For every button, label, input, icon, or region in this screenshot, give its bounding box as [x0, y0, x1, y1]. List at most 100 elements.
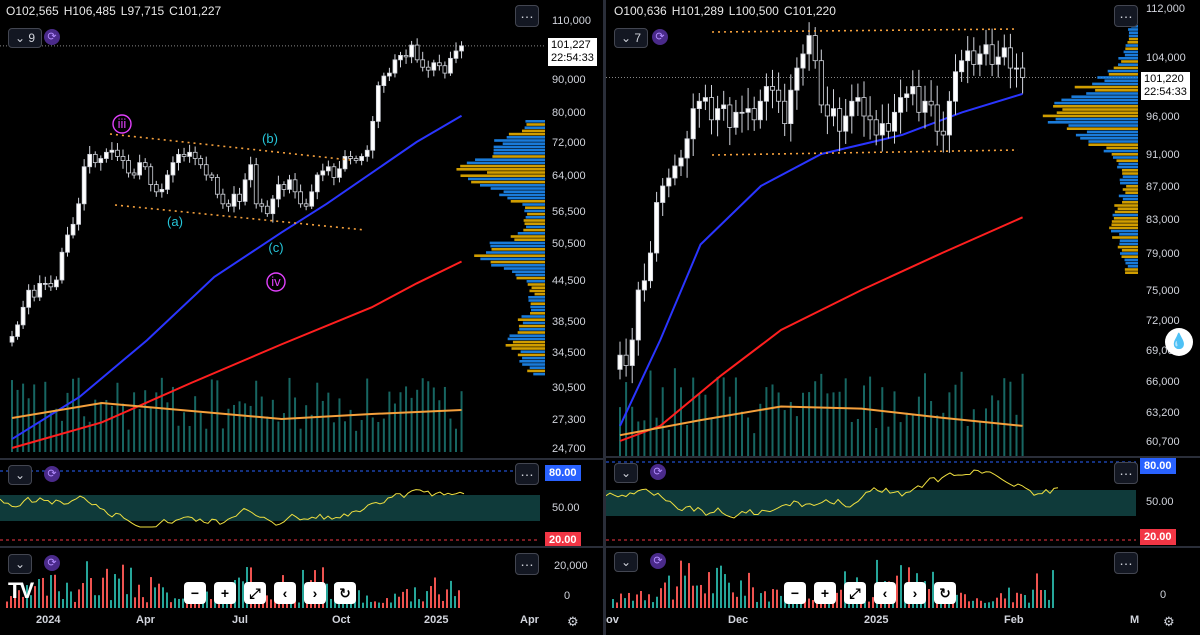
sync-icon[interactable]: ⟳: [650, 464, 666, 480]
sync-icon[interactable]: ⟳: [44, 466, 60, 482]
volume-profile-bar: [1127, 41, 1138, 44]
histogram-bar: [744, 595, 746, 608]
left-hist-more-button[interactable]: …: [515, 553, 539, 575]
histogram-bar: [892, 599, 894, 608]
right-more-button[interactable]: …: [1114, 5, 1138, 27]
volume-profile-bar: [1112, 156, 1138, 159]
volume-bar: [814, 381, 817, 456]
right-pane-divider-1[interactable]: [606, 456, 1200, 458]
left-settings-gear-icon[interactable]: ⚙: [567, 614, 579, 629]
right-chart-pane[interactable]: 112,000 104,000 96,000 91,000 87,000 83,000 79…: [606, 0, 1200, 635]
zoom-out-icon[interactable]: −: [784, 582, 806, 604]
volume-profile-bar: [510, 200, 545, 203]
water-drop-icon[interactable]: 💧: [1165, 328, 1193, 356]
histogram-bar: [800, 600, 802, 608]
zoom-in-icon[interactable]: +: [814, 582, 836, 604]
volume-profile-bar: [466, 161, 545, 165]
price-axis-label: 30,500: [552, 382, 586, 394]
histogram-bar: [972, 600, 974, 608]
candle: [209, 174, 215, 178]
left-rsi-more-button[interactable]: …: [515, 463, 539, 485]
right-rsi-collapse[interactable]: ⌄: [614, 463, 639, 483]
right-rsi-more-button[interactable]: …: [1114, 462, 1138, 484]
histogram-bar: [358, 590, 360, 608]
candle: [370, 120, 376, 151]
scroll-left-icon[interactable]: ‹: [874, 582, 896, 604]
histogram-bar: [764, 591, 766, 608]
price-axis-label: 64,000: [552, 170, 586, 182]
fullscreen-icon[interactable]: ⤢: [244, 582, 266, 604]
candle: [672, 165, 678, 179]
histogram-bar: [672, 599, 674, 608]
fullscreen-icon[interactable]: ⤢: [844, 582, 866, 604]
pane-separator[interactable]: [603, 0, 606, 635]
volume-profile-bar: [487, 171, 545, 174]
scroll-right-icon[interactable]: ›: [904, 582, 926, 604]
right-price-chart[interactable]: 112,000 104,000 96,000 91,000 87,000 83,000 79…: [606, 0, 1200, 458]
volume-profile-bar: [1128, 31, 1138, 34]
volume-bar: [60, 420, 63, 452]
volume-bar: [832, 392, 835, 456]
histogram-bar: [10, 596, 12, 608]
volume-bar: [188, 425, 191, 452]
left-pane-divider-1[interactable]: [0, 458, 603, 460]
candle: [952, 71, 959, 102]
right-date-label: M: [1130, 614, 1140, 626]
candle: [303, 203, 309, 207]
right-last-price-tag: 101,220 22:54:33: [1141, 72, 1190, 100]
candle: [314, 174, 320, 193]
histogram-bar: [186, 602, 188, 608]
left-rsi-collapse[interactable]: ⌄: [8, 465, 33, 485]
zoom-in-icon[interactable]: +: [214, 582, 236, 604]
zoom-out-icon[interactable]: −: [184, 582, 206, 604]
histogram-bar: [652, 602, 654, 608]
sync-icon[interactable]: ⟳: [44, 29, 60, 45]
right-hist-more-button[interactable]: …: [1114, 552, 1138, 574]
volume-profile-bar: [475, 158, 545, 161]
candle: [203, 164, 209, 176]
candle: [37, 283, 43, 298]
candle: [142, 162, 148, 168]
histogram-bar: [812, 600, 814, 608]
left-interval-dropdown[interactable]: ⌄ 9: [8, 28, 43, 48]
histogram-bar: [956, 594, 958, 608]
left-price-chart[interactable]: 110,000 90,000 80,000 72,000 64,000 56,500 50,…: [0, 0, 603, 458]
right-ohlc-readout: O100,636 H101,289 L100,500 C101,220: [614, 4, 841, 18]
candle: [59, 251, 65, 281]
left-chart-pane[interactable]: 110,000 90,000 80,000 72,000 64,000 56,500 50,…: [0, 0, 603, 635]
candle: [751, 108, 757, 121]
histogram-bar: [976, 598, 978, 608]
scroll-left-icon[interactable]: ‹: [274, 582, 296, 604]
histogram-bar: [1000, 593, 1002, 608]
scroll-right-icon[interactable]: ›: [304, 582, 326, 604]
volume-bar: [692, 377, 695, 456]
candle: [320, 170, 326, 176]
reset-icon[interactable]: ↻: [934, 582, 956, 604]
volume-bar: [72, 378, 75, 452]
right-pane-divider-2[interactable]: [606, 546, 1200, 548]
volume-bar: [382, 418, 385, 452]
left-hist-collapse[interactable]: ⌄: [8, 554, 33, 574]
histogram-bar: [26, 585, 28, 608]
histogram-bar: [430, 586, 432, 608]
histogram-bar: [210, 599, 212, 608]
candle: [403, 55, 409, 58]
volume-profile-bar: [519, 328, 545, 331]
volume-bar: [899, 422, 902, 456]
left-more-button[interactable]: …: [515, 5, 539, 27]
channel-line: [711, 28, 1019, 33]
sync-icon[interactable]: ⟳: [44, 555, 60, 571]
histogram-bar: [418, 599, 420, 608]
right-settings-gear-icon[interactable]: ⚙: [1163, 614, 1175, 629]
sync-icon[interactable]: ⟳: [650, 553, 666, 569]
chevron-down-icon: ⌄: [621, 555, 632, 569]
reset-icon[interactable]: ↻: [334, 582, 356, 604]
right-interval-dropdown[interactable]: ⌄ 7: [614, 28, 649, 48]
right-hist-collapse[interactable]: ⌄: [614, 552, 639, 572]
histogram-bar: [94, 595, 96, 608]
sync-icon[interactable]: ⟳: [652, 29, 668, 45]
left-pane-divider-2[interactable]: [0, 546, 603, 548]
volume-bar: [643, 420, 646, 456]
volume-profile-bar: [1103, 149, 1138, 153]
candle: [660, 185, 666, 203]
